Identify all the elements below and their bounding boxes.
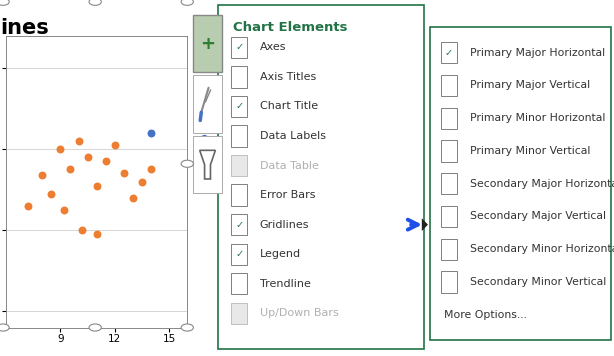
Point <box>91 183 101 188</box>
Text: Legend: Legend <box>260 249 301 259</box>
Text: Gridlines: Gridlines <box>260 220 309 230</box>
Text: Secondary Major Horizontal: Secondary Major Horizontal <box>470 179 614 189</box>
Text: Primary Major Vertical: Primary Major Vertical <box>470 80 590 90</box>
Point <box>47 191 56 197</box>
Text: ✓: ✓ <box>235 220 244 230</box>
Text: Data Table: Data Table <box>260 161 319 171</box>
Text: Secondary Major Vertical: Secondary Major Vertical <box>470 211 605 221</box>
Point <box>137 179 147 184</box>
Point <box>55 146 65 152</box>
Text: ✓: ✓ <box>235 101 244 111</box>
Text: Data Labels: Data Labels <box>260 131 325 141</box>
Polygon shape <box>422 218 428 231</box>
Text: Axis Titles: Axis Titles <box>260 72 316 82</box>
Point <box>37 172 47 178</box>
Point <box>146 130 156 136</box>
Text: ines: ines <box>0 18 49 38</box>
Text: Chart Title: Chart Title <box>260 101 318 111</box>
Legend: Series1, Series2: Series1, Series2 <box>195 134 251 156</box>
Text: Primary Major Horizontal: Primary Major Horizontal <box>470 48 605 58</box>
Text: Error Bars: Error Bars <box>260 190 315 200</box>
Text: Primary Minor Vertical: Primary Minor Vertical <box>470 146 590 156</box>
Text: Primary Minor Horizontal: Primary Minor Horizontal <box>470 113 605 123</box>
Text: Axes: Axes <box>260 42 286 52</box>
Text: More Options...: More Options... <box>444 310 527 320</box>
Text: Trendline: Trendline <box>260 279 311 289</box>
Point <box>64 167 74 172</box>
Text: Chart Elements: Chart Elements <box>233 21 348 34</box>
Point <box>146 167 156 172</box>
Text: Secondary Minor Vertical: Secondary Minor Vertical <box>470 277 606 287</box>
Text: ✓: ✓ <box>235 42 244 52</box>
Point <box>74 138 84 144</box>
Point <box>101 158 111 164</box>
Text: Secondary Minor Horizontal: Secondary Minor Horizontal <box>470 244 614 254</box>
Text: Up/Down Bars: Up/Down Bars <box>260 308 338 318</box>
Point <box>110 142 120 148</box>
Text: ✓: ✓ <box>445 48 453 58</box>
Point <box>128 195 138 201</box>
Point <box>91 231 101 237</box>
Point <box>23 203 33 209</box>
Text: ✓: ✓ <box>235 249 244 259</box>
Point <box>83 155 93 160</box>
Point <box>119 171 129 176</box>
Point <box>59 207 69 213</box>
Point <box>77 227 87 233</box>
Text: +: + <box>200 35 215 53</box>
